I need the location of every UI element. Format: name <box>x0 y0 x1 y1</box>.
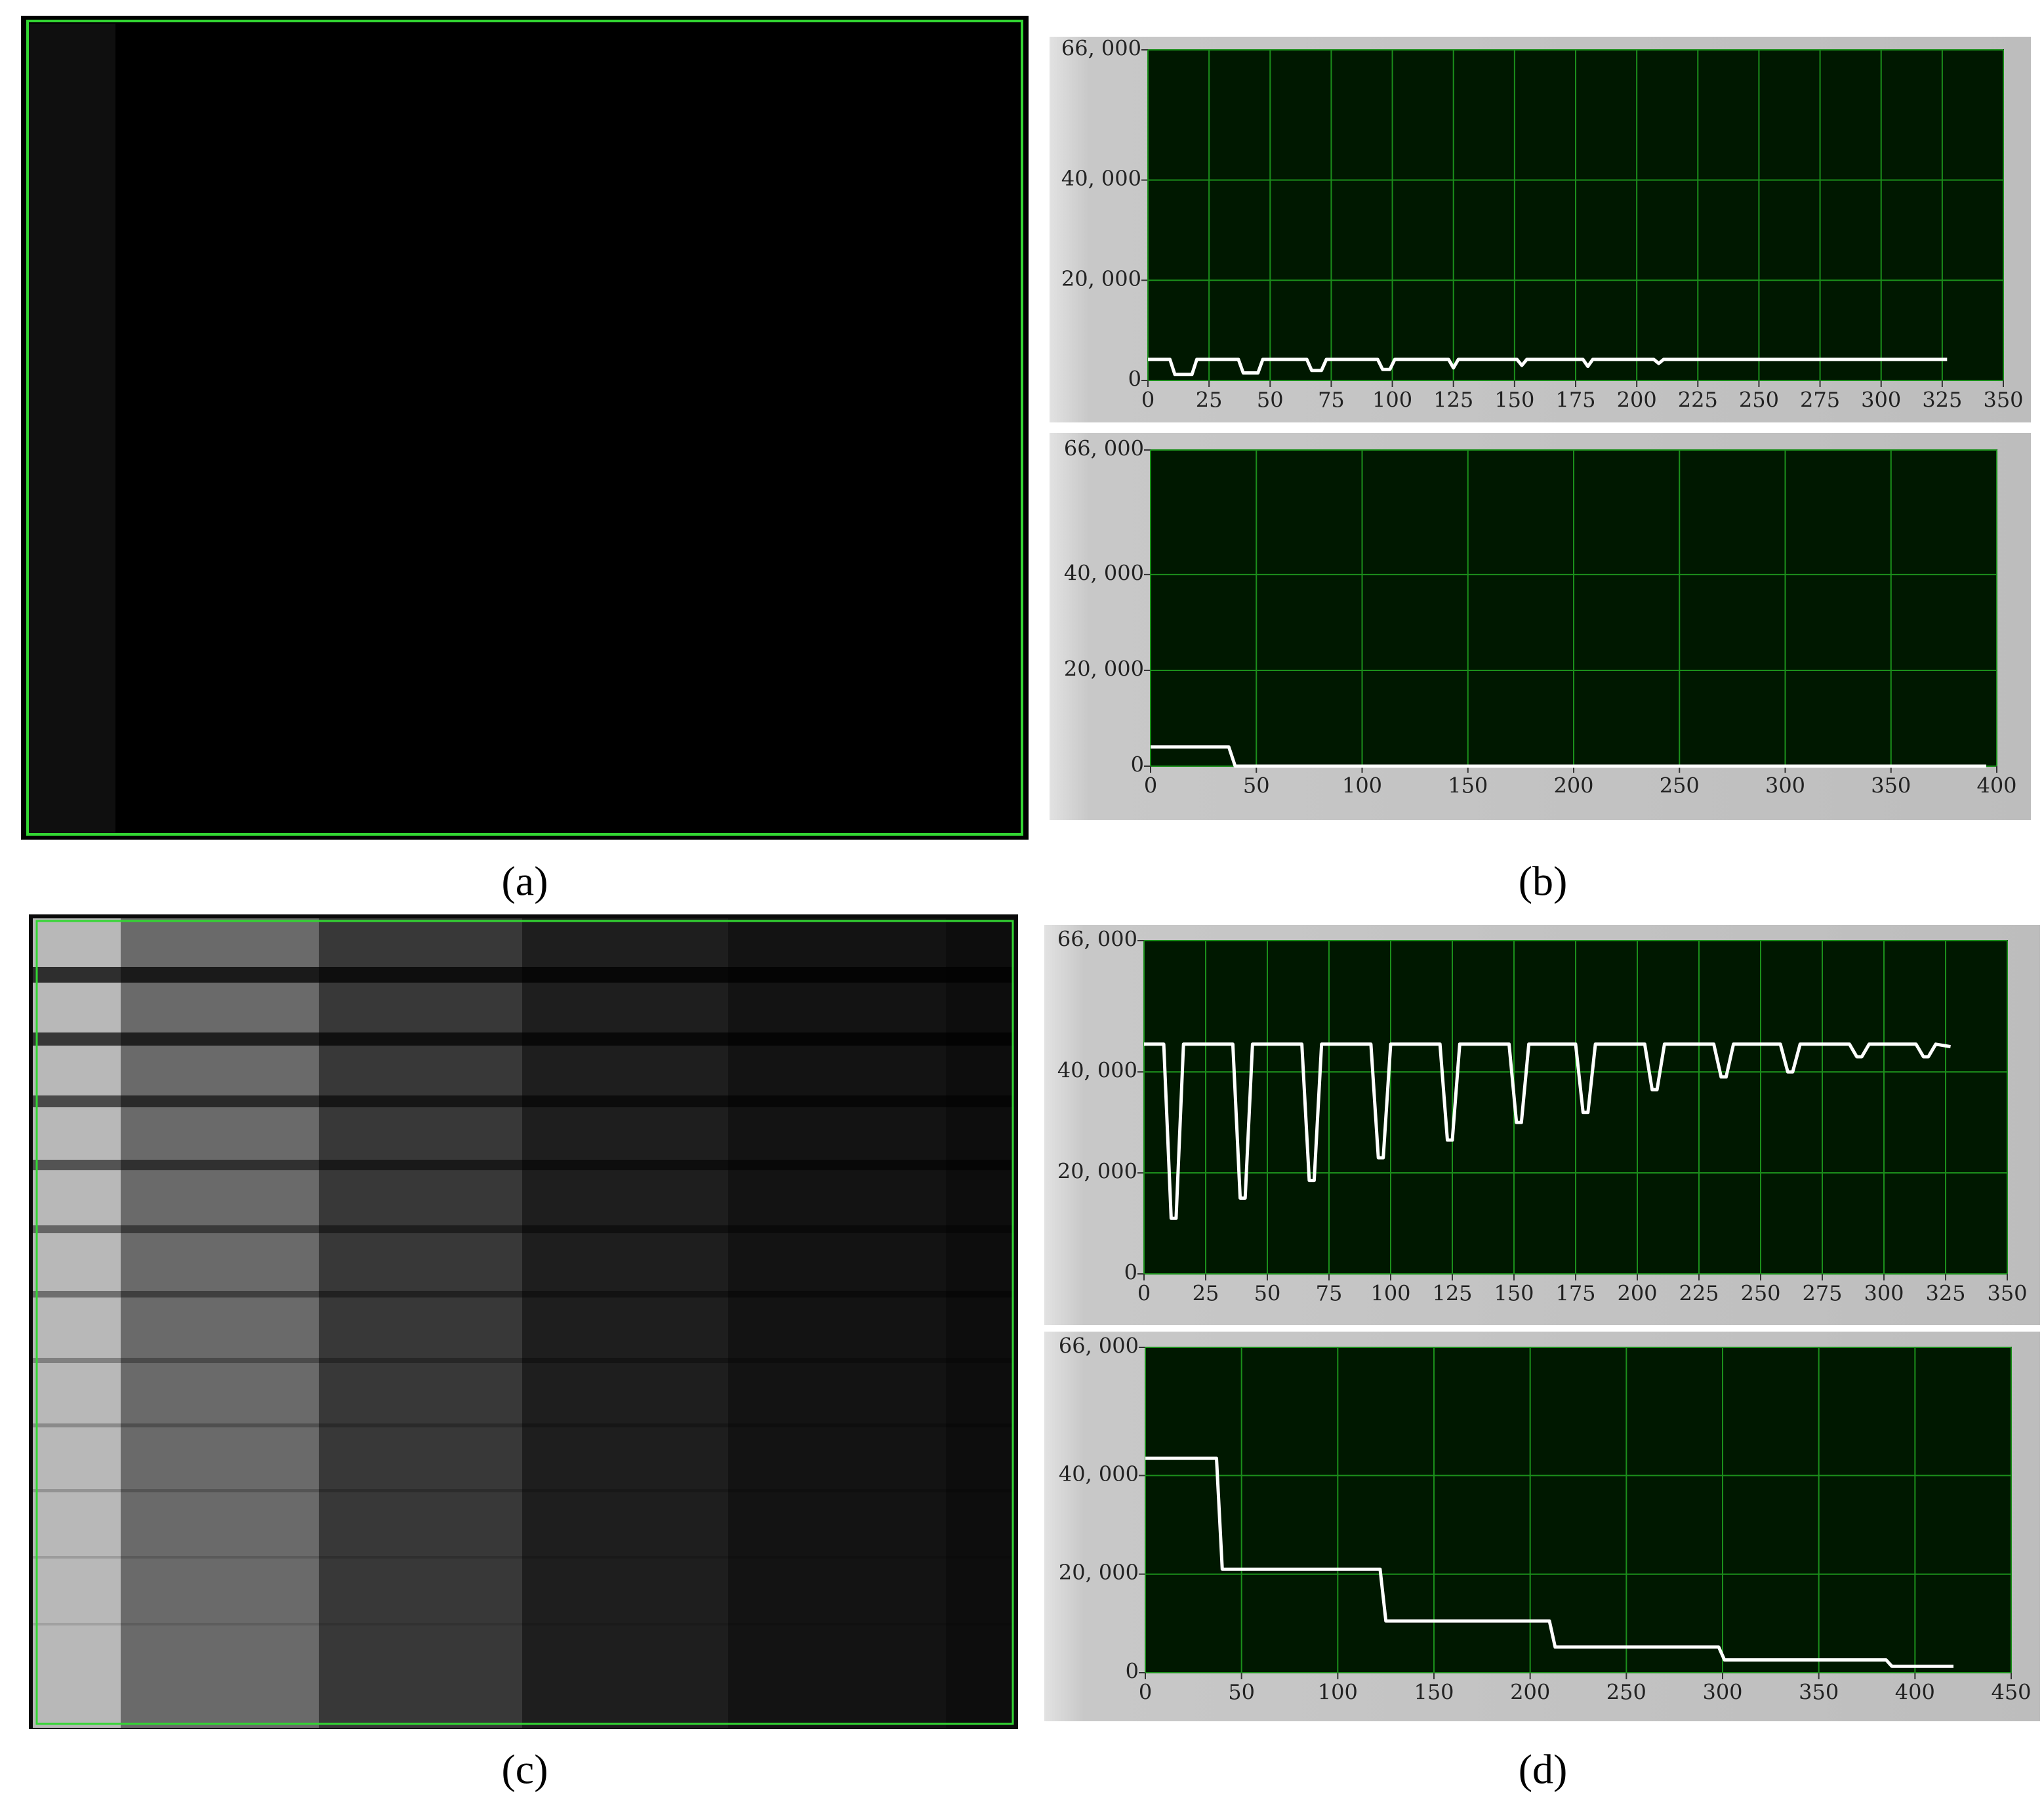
chart-panel: 0 20, 000 40, 000 66, 000 0 25 50 75 100 125 150 17… <box>1050 36 2031 422</box>
y-tick-label: 20, 000 <box>1059 1560 1139 1585</box>
y-tick-label: 20, 000 <box>1057 1159 1137 1184</box>
x-tick-label: 225 <box>1679 1281 1719 1306</box>
x-tick-label: 200 <box>1553 773 1593 798</box>
y-tick-label: 0 <box>1124 1260 1137 1285</box>
x-tick-label: 50 <box>1257 388 1284 413</box>
x-tick-label: 100 <box>1318 1680 1358 1705</box>
x-tick-label: 150 <box>1494 1281 1534 1306</box>
x-tick-label: 0 <box>1144 773 1157 798</box>
x-tick-label: 200 <box>1510 1680 1550 1705</box>
y-tick-label: 66, 000 <box>1061 36 1141 61</box>
x-tick-label: 25 <box>1193 1281 1219 1306</box>
x-tick-label: 450 <box>1991 1680 2031 1705</box>
x-tick-label: 0 <box>1141 388 1155 413</box>
chart-panel: 0 20, 000 40, 000 66, 000 0 25 50 75 100 125 150 17… <box>1044 925 2040 1325</box>
x-tick-label: 200 <box>1617 388 1657 413</box>
plot-area <box>1145 1347 2012 1673</box>
camera-image-a <box>21 16 1029 840</box>
x-tick-label: 300 <box>1702 1680 1742 1705</box>
signal-line <box>1144 1042 1951 1220</box>
signal-line <box>1145 1456 1953 1668</box>
x-tick-label: 250 <box>1739 388 1779 413</box>
y-tick-label: 66, 000 <box>1059 1334 1139 1359</box>
caption: (c) <box>501 1746 548 1793</box>
x-tick-label: 0 <box>1139 1680 1152 1705</box>
caption: (a) <box>501 858 548 905</box>
x-tick-label: 200 <box>1617 1281 1657 1306</box>
x-tick-label: 400 <box>1895 1680 1935 1705</box>
y-tick-label: 66, 000 <box>1057 927 1137 952</box>
x-tick-label: 275 <box>1802 1281 1842 1306</box>
x-tick-label: 25 <box>1196 388 1223 413</box>
y-tick-label: 0 <box>1126 1659 1139 1684</box>
x-tick-label: 250 <box>1606 1680 1646 1705</box>
caption: (b) <box>1519 858 1568 905</box>
x-tick-label: 175 <box>1555 1281 1595 1306</box>
x-tick-label: 300 <box>1864 1281 1904 1306</box>
x-tick-label: 150 <box>1494 388 1534 413</box>
y-tick-label: 0 <box>1131 752 1144 777</box>
y-tick-label: 40, 000 <box>1061 166 1141 191</box>
x-tick-label: 225 <box>1678 388 1718 413</box>
camera-image-c <box>29 914 1018 1729</box>
x-tick-label: 175 <box>1555 388 1595 413</box>
x-tick-label: 325 <box>1925 1281 1965 1306</box>
chart-panel: 0 20, 000 40, 000 66, 000 0 50 100 150 200 250 300… <box>1050 433 2031 820</box>
x-tick-label: 100 <box>1342 773 1382 798</box>
x-tick-label: 125 <box>1433 388 1473 413</box>
x-tick-label: 100 <box>1370 1281 1410 1306</box>
x-tick-label: 400 <box>1976 773 2016 798</box>
x-tick-label: 325 <box>1922 388 1962 413</box>
x-tick-label: 50 <box>1228 1680 1255 1705</box>
y-tick-label: 66, 000 <box>1064 436 1144 461</box>
x-tick-label: 300 <box>1861 388 1901 413</box>
y-tick-label: 40, 000 <box>1057 1058 1137 1083</box>
y-tick-label: 20, 000 <box>1061 266 1141 291</box>
signal-line <box>1151 745 1986 768</box>
x-tick-label: 300 <box>1765 773 1805 798</box>
x-tick-label: 150 <box>1414 1680 1454 1705</box>
y-tick-label: 0 <box>1128 367 1141 392</box>
x-tick-label: 75 <box>1316 1281 1343 1306</box>
x-tick-label: 50 <box>1243 773 1270 798</box>
x-tick-label: 50 <box>1254 1281 1281 1306</box>
x-tick-label: 275 <box>1800 388 1840 413</box>
x-tick-label: 150 <box>1448 773 1488 798</box>
x-tick-label: 350 <box>1871 773 1911 798</box>
x-tick-label: 125 <box>1432 1281 1472 1306</box>
chart-panel: 0 20, 000 40, 000 66, 000 0 50 100 150 200 250 300… <box>1044 1332 2040 1721</box>
y-tick-label: 40, 000 <box>1059 1461 1139 1486</box>
x-tick-label: 75 <box>1318 388 1345 413</box>
x-tick-label: 250 <box>1740 1281 1780 1306</box>
y-tick-label: 40, 000 <box>1064 560 1144 585</box>
caption: (d) <box>1519 1746 1568 1793</box>
x-tick-label: 350 <box>1799 1680 1839 1705</box>
signal-line <box>1148 358 1948 377</box>
x-tick-label: 250 <box>1660 773 1700 798</box>
x-tick-label: 0 <box>1137 1281 1151 1306</box>
x-tick-label: 350 <box>1987 1281 2027 1306</box>
x-tick-label: 350 <box>1983 388 2023 413</box>
y-tick-label: 20, 000 <box>1064 656 1144 681</box>
x-tick-label: 100 <box>1372 388 1412 413</box>
